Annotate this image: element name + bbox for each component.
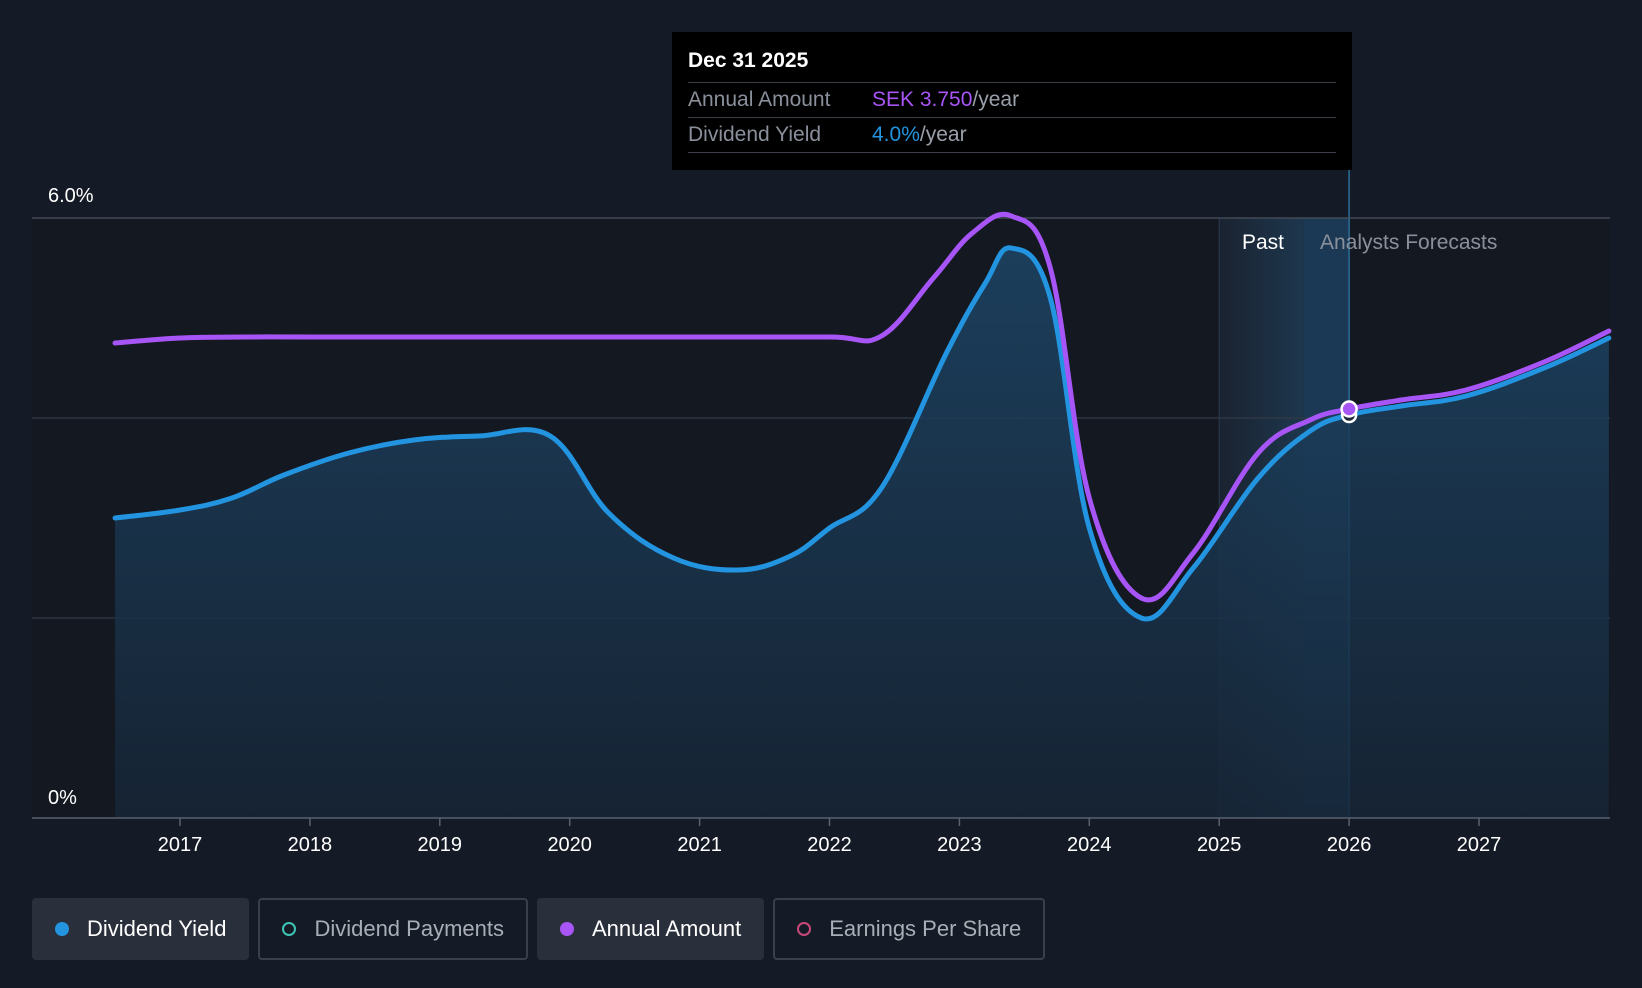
tooltip-annual-amount-label: Annual Amount	[688, 88, 831, 111]
past-label: Past	[1242, 231, 1284, 254]
dividend-yield-area	[115, 247, 1609, 818]
annual-amount-hover-marker	[1340, 400, 1358, 418]
tooltip-annual-amount-unit: /year	[972, 88, 1020, 111]
tooltip-annual-amount-row: Annual Amount SEK 3.750 /year	[688, 83, 1336, 118]
annual-amount-dot-icon	[559, 922, 574, 936]
earnings-per-share-dot-icon	[797, 922, 812, 936]
y-tick-label: 6.0%	[48, 185, 94, 207]
x-tick-label: 2018	[288, 834, 333, 856]
tooltip-dividend-yield-row: Dividend Yield 4.0% /year	[688, 118, 1336, 153]
tooltip-dividend-yield-value: 4.0%	[872, 123, 920, 146]
dividend-yield-line	[112, 245, 1612, 622]
x-tick-label: 2024	[1067, 834, 1112, 856]
legend-earnings-per-share-label: Earnings Per Share	[829, 916, 1022, 941]
x-tick-label: 2019	[418, 834, 463, 856]
tooltip-dividend-yield-label: Dividend Yield	[688, 123, 822, 146]
chart-tooltip: Dec 31 2025 Annual Amount SEK 3.750 /yea…	[672, 32, 1352, 170]
x-tick-label: 2020	[547, 834, 592, 856]
tooltip-annual-amount-value: SEK 3.750	[872, 88, 973, 111]
dividend-yield-dot-icon	[55, 922, 69, 936]
tooltip-dividend-yield-unit: /year	[919, 123, 967, 146]
chart-legend: Dividend Yield Dividend Payments Annual …	[32, 898, 1054, 960]
y-tick-label: 0%	[48, 787, 77, 809]
analysts-forecasts-label: Analysts Forecasts	[1320, 231, 1497, 254]
legend-dividend-yield[interactable]: Dividend Yield	[32, 898, 250, 960]
legend-annual-amount[interactable]: Annual Amount	[536, 898, 765, 960]
x-tick-label: 2017	[158, 834, 203, 856]
legend-dividend-payments[interactable]: Dividend Payments	[258, 898, 528, 960]
dividend-payments-dot-icon	[282, 922, 297, 936]
legend-dividend-payments-label: Dividend Payments	[314, 916, 504, 941]
legend-earnings-per-share[interactable]: Earnings Per Share	[773, 898, 1046, 960]
legend-annual-amount-label: Annual Amount	[591, 916, 742, 941]
x-tick-label: 2027	[1457, 834, 1502, 856]
tooltip-date: Dec 31 2025	[688, 46, 1336, 83]
x-tick-label: 2026	[1327, 834, 1372, 856]
legend-dividend-yield-label: Dividend Yield	[87, 916, 227, 941]
x-tick-label: 2021	[677, 834, 722, 856]
x-tick-label: 2025	[1197, 834, 1242, 856]
x-tick-label: 2022	[807, 834, 852, 856]
x-tick-label: 2023	[937, 834, 982, 856]
